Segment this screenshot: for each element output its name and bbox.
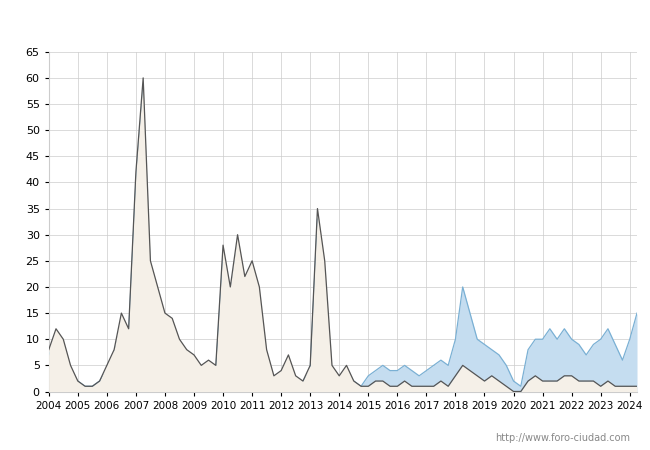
Text: http://www.foro-ciudad.com: http://www.foro-ciudad.com [495, 433, 630, 443]
Text: Hervás - Evolucion del Nº de Transacciones Inmobiliarias: Hervás - Evolucion del Nº de Transaccion… [117, 16, 533, 31]
